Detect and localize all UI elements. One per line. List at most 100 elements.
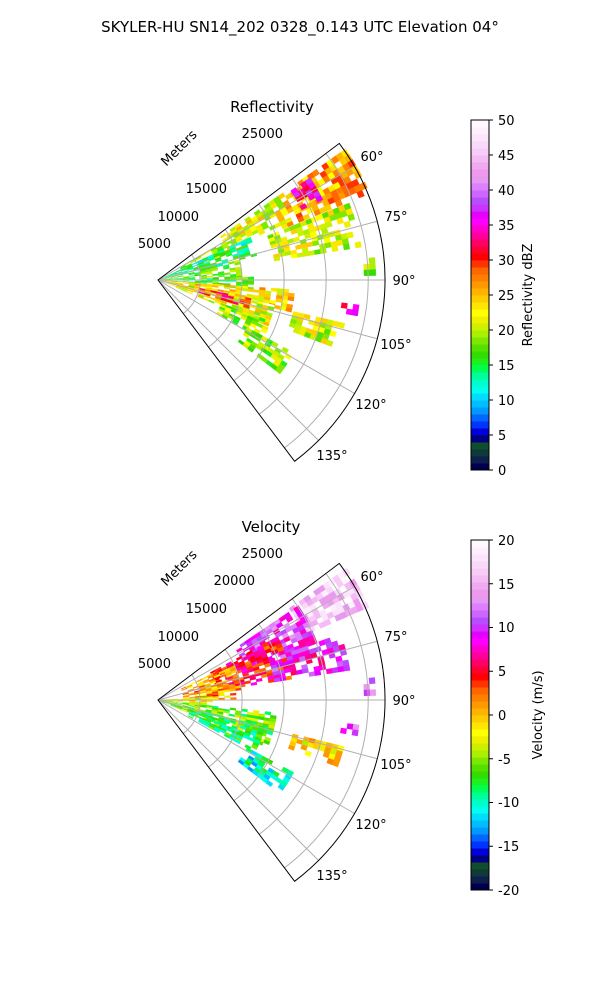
echo-cell — [230, 277, 236, 279]
colorbar-swatch — [471, 239, 489, 247]
colorbar-tick-label: 20 — [498, 324, 515, 339]
echo-cell — [344, 221, 352, 228]
echo-cell — [251, 682, 258, 686]
colorbar-swatch — [471, 575, 489, 583]
colorbar-swatch — [471, 141, 489, 149]
echo-cell — [224, 695, 230, 697]
echo-cell — [326, 668, 333, 674]
echo-cell — [355, 241, 362, 248]
echo-cell — [247, 289, 254, 292]
reflectivity-title: Reflectivity — [230, 98, 314, 116]
echo-cell — [314, 249, 321, 255]
angle-tick-label: 120° — [355, 398, 386, 413]
echo-cell — [177, 278, 183, 279]
echo-cell — [343, 665, 350, 672]
colorbar-swatch — [471, 204, 489, 212]
echo-cell — [271, 288, 278, 292]
colorbar-tick-label: -20 — [498, 884, 519, 899]
echo-cell — [285, 676, 292, 681]
angle-tick-label: 105° — [380, 758, 411, 773]
colorbar-swatch — [471, 162, 489, 170]
colorbar-tick-label: 5 — [498, 665, 506, 680]
echo-cell — [364, 690, 370, 696]
radial-tick-label: 15000 — [186, 602, 227, 617]
velocity-title: Velocity — [242, 518, 301, 536]
echo-cell — [208, 300, 214, 304]
colorbar-swatch — [471, 155, 489, 163]
colorbar-swatch — [471, 680, 489, 688]
echo-cell — [305, 750, 312, 757]
colorbar-swatch — [471, 862, 489, 870]
colorbar-swatch — [471, 666, 489, 674]
echo-cell — [242, 277, 248, 280]
colorbar-swatch — [471, 386, 489, 394]
echo-cell — [177, 701, 183, 702]
echo-cell — [293, 236, 300, 242]
echo-cell — [369, 263, 376, 270]
angle-tick-label: 75° — [384, 210, 407, 225]
echo-cell — [218, 289, 224, 292]
echo-cell — [274, 305, 281, 310]
colorbar-swatch — [471, 799, 489, 807]
radial-tick-label: 25000 — [242, 547, 283, 562]
colorbar-swatch — [471, 400, 489, 408]
colorbar-swatch — [471, 372, 489, 380]
colorbar-swatch — [471, 246, 489, 254]
colorbar-swatch — [471, 274, 489, 282]
colorbar-swatch — [471, 554, 489, 562]
colorbar-swatch — [471, 827, 489, 835]
colorbar-tick-label: 5 — [498, 429, 506, 444]
echo-cell — [236, 282, 242, 285]
colorbar-swatch — [471, 876, 489, 884]
echo-cell — [337, 666, 344, 672]
colorbar-swatch — [471, 316, 489, 324]
radial-tick-label: 20000 — [214, 154, 255, 169]
colorbar-swatch — [471, 169, 489, 177]
echo-cell — [203, 298, 209, 302]
colorbar-swatch — [471, 463, 489, 471]
colorbar-swatch — [471, 638, 489, 646]
colorbar-swatch — [471, 736, 489, 744]
reflectivity-colorbar-ticks: 0 5 10 15 20 25 30 35 40 45 50 Reflectiv… — [498, 114, 536, 479]
colorbar-swatch — [471, 883, 489, 891]
echo-cell — [228, 261, 235, 265]
echo-cell — [370, 269, 376, 276]
angle-tick-label: 90° — [392, 274, 415, 289]
angle-tick-label: 60° — [360, 150, 383, 165]
colorbar-swatch — [471, 211, 489, 219]
colorbar-swatch — [471, 687, 489, 695]
colorbar-tick-label: -15 — [498, 840, 519, 855]
angle-tick-label: 135° — [316, 869, 347, 884]
angle-tick-label: 105° — [380, 338, 411, 353]
colorbar-swatch — [471, 589, 489, 597]
echo-cell — [296, 669, 303, 674]
colorbar-tick-label: 50 — [498, 114, 515, 129]
echo-cell — [364, 270, 370, 276]
colorbar-tick-label: 45 — [498, 149, 515, 164]
colorbar-swatch — [471, 428, 489, 436]
echo-cell — [352, 729, 359, 736]
echo-cell — [244, 680, 251, 684]
colorbar-swatch — [471, 309, 489, 317]
echo-cell — [370, 689, 376, 696]
colorbar-swatch — [471, 813, 489, 821]
colorbar-swatch — [471, 127, 489, 135]
colorbar-swatch — [471, 771, 489, 779]
echo-cell — [308, 250, 315, 256]
echo-cell — [183, 700, 189, 701]
colorbar-swatch — [471, 281, 489, 289]
colorbar-swatch — [471, 617, 489, 625]
echo-cell — [309, 671, 316, 677]
colorbar-tick-label: 15 — [498, 359, 515, 374]
echo-cell — [363, 684, 370, 691]
colorbar-swatch — [471, 652, 489, 660]
colorbar-tick-label: 25 — [498, 289, 515, 304]
colorbar-swatch — [471, 337, 489, 345]
colorbar-swatch — [471, 729, 489, 737]
echo-cell — [242, 282, 248, 285]
angle-tick-label: 60° — [360, 570, 383, 585]
colorbar-swatch — [471, 715, 489, 723]
echo-cell — [251, 300, 258, 304]
echo-cell — [256, 678, 263, 682]
echo-cell — [341, 303, 348, 309]
